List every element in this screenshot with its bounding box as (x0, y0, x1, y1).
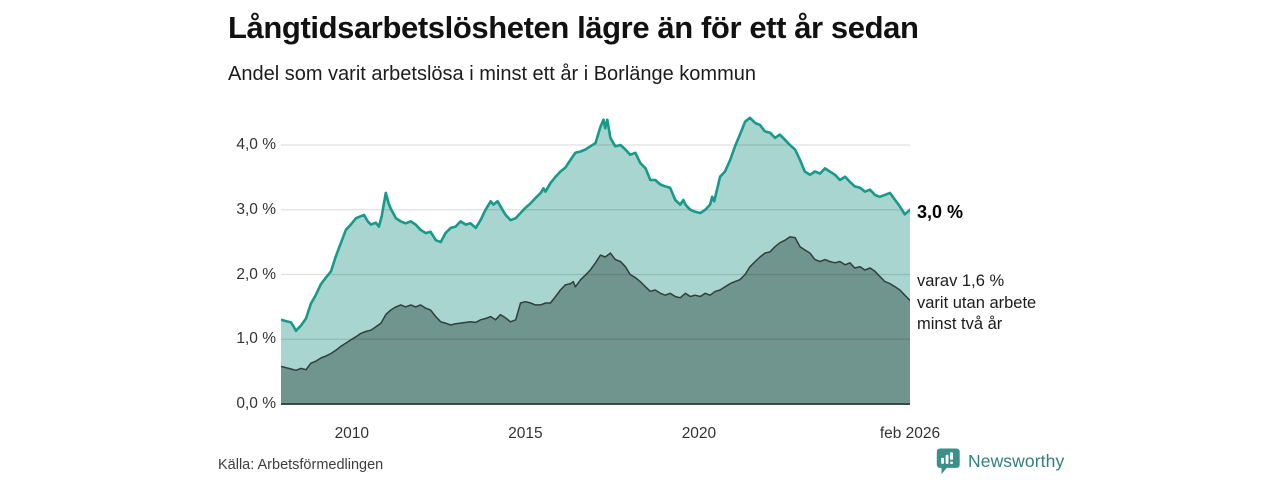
x-axis-tick-label: 2015 (508, 425, 543, 442)
y-axis-tick-label: 4,0 % (236, 136, 276, 153)
series-annotation: varav 1,6 % varit utan arbete minst två … (917, 272, 1037, 333)
newsworthy-logo-icon (936, 448, 960, 475)
logo-bar-tall (945, 454, 949, 464)
y-axis-tick-label: 1,0 % (236, 330, 276, 348)
x-axis-tick-label: 2020 (681, 425, 717, 442)
brand-logo: Newsworthy (936, 448, 1064, 475)
x-axis-tick-label: 2010 (334, 425, 370, 442)
page-title: Långtidsarbetslösheten lägre än för ett … (228, 10, 919, 45)
series-end-value-label: 3,0 % (917, 202, 964, 222)
source-note: Källa: Arbetsförmedlingen (218, 457, 384, 473)
x-axis-tick-label: feb 2026 (879, 425, 941, 442)
y-axis-tick-label: 2,0 % (236, 265, 276, 283)
brand-name: Newsworthy (968, 451, 1065, 471)
logo-exclamation-bar (950, 452, 953, 460)
line-one-year (281, 116, 910, 333)
y-axis-tick-label: 0,0 % (236, 395, 276, 412)
area-chart (281, 116, 910, 405)
logo-bar-small (941, 457, 944, 464)
logo-exclamation-dot (950, 461, 953, 464)
area-fill-two-years (281, 236, 910, 404)
chart-subtitle: Andel som varit arbetslösa i minst ett å… (228, 63, 756, 85)
line-two-years (281, 236, 910, 372)
y-axis-tick-label: 3,0 % (236, 200, 276, 218)
